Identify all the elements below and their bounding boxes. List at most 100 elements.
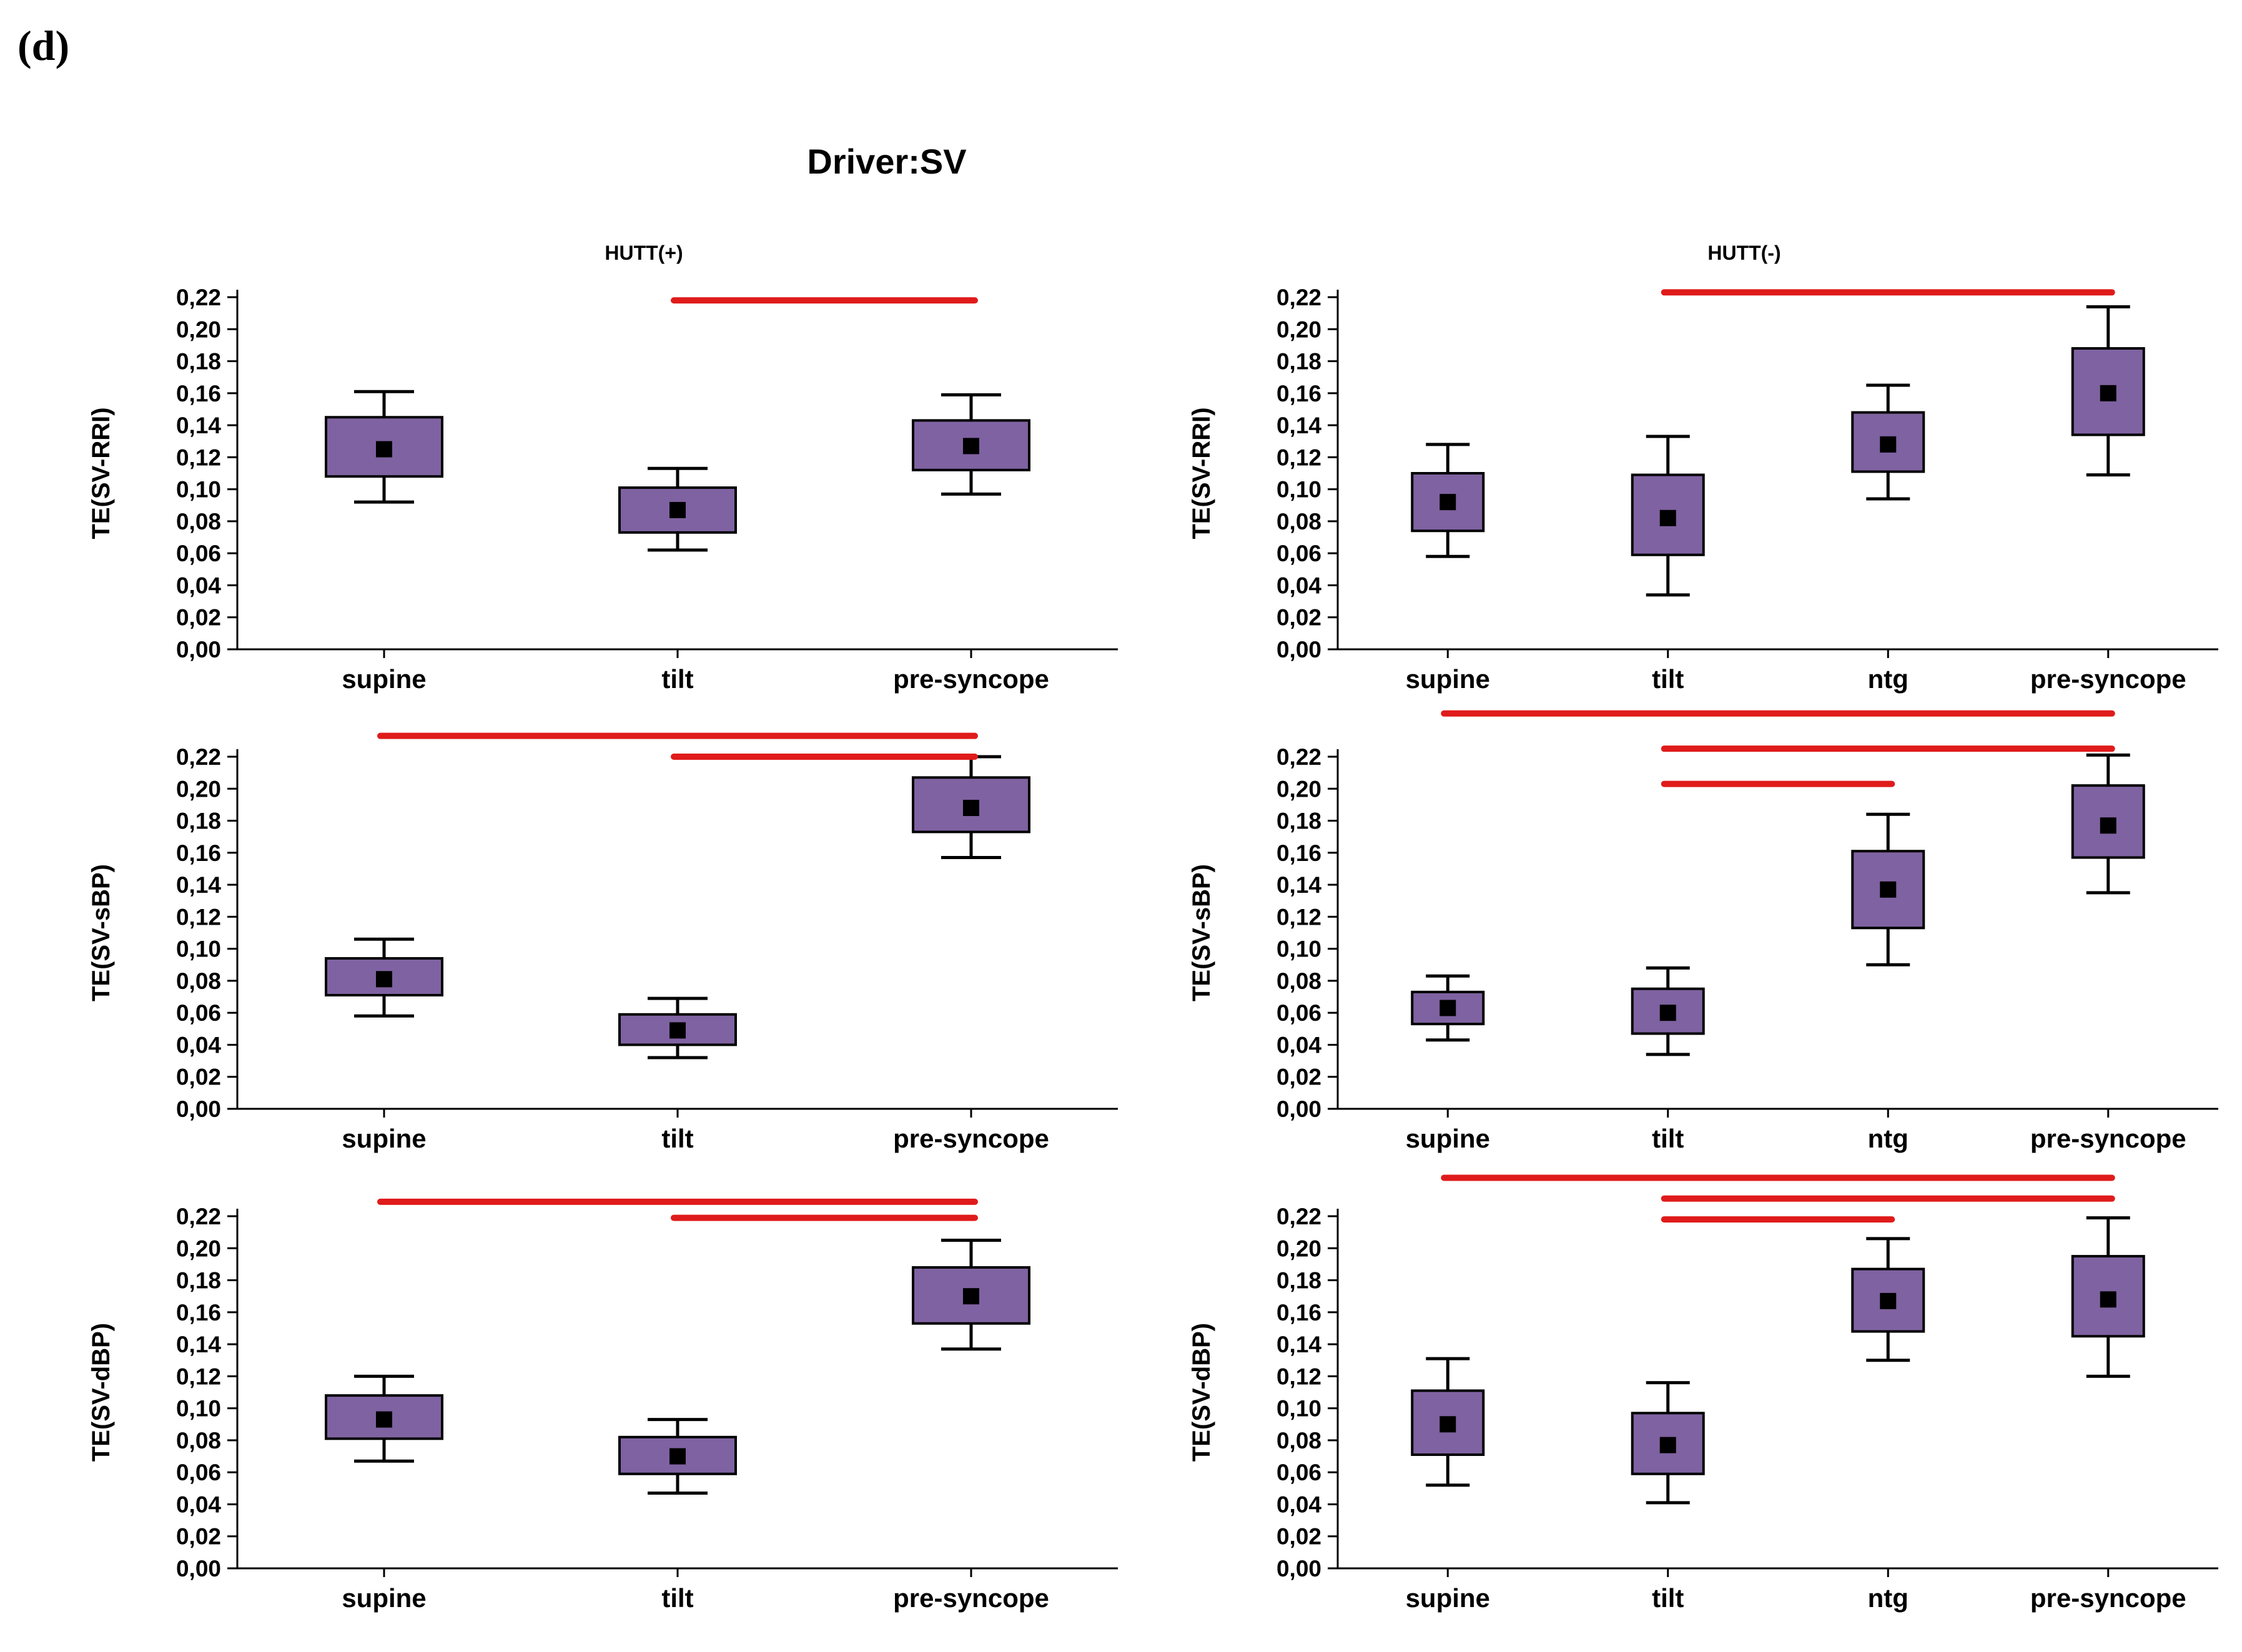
box-supine [1411, 1357, 1485, 1487]
y-tick-label: 0,12 [1277, 445, 1321, 470]
y-axis-title: TE(SV-dBP) [87, 1323, 115, 1462]
y-tick-label: 0,00 [1277, 637, 1321, 662]
y-tick-label: 0,14 [1277, 413, 1321, 438]
y-tick-label: 0,00 [176, 637, 221, 662]
box-tilt [618, 996, 737, 1060]
y-tick-label: 0,04 [176, 1032, 221, 1058]
y-tick-label: 0,12 [176, 445, 221, 470]
y-tick-label: 0,16 [176, 381, 221, 406]
chart-hutt-pos-dbp: 0,00 0,02 0,04 0,06 0,08 0,10 0,12 0,14 0,16 0,18… [87, 1198, 1118, 1613]
y-tick-label: 0,02 [1277, 1524, 1321, 1550]
y-tick-label: 0,18 [1277, 809, 1321, 834]
group-title: HUTT(+) [605, 242, 683, 264]
y-tick-label: 0,20 [176, 1236, 221, 1261]
y-tick-label: 0,22 [1277, 744, 1321, 770]
box-pre-syncope [2071, 753, 2145, 895]
box-tilt [618, 1418, 737, 1495]
y-tick-label: 0,08 [1277, 968, 1321, 994]
y-tick-label: 0,16 [176, 1300, 221, 1325]
y-tick-label: 0,06 [1277, 541, 1321, 566]
y-tick-label: 0,10 [176, 477, 221, 503]
box-supine [1411, 443, 1485, 558]
y-tick-label: 0,04 [1277, 1032, 1321, 1058]
y-tick-label: 0,08 [176, 509, 221, 534]
median-marker [1880, 436, 1897, 453]
panel-label: (d) [17, 22, 69, 69]
y-tick-label: 0,04 [176, 1492, 221, 1517]
y-tick-label: 0,10 [1277, 477, 1321, 503]
y-tick-label: 0,00 [176, 1556, 221, 1581]
iqr-box [2071, 784, 2145, 859]
x-category-label: pre-syncope [2030, 1583, 2186, 1613]
y-tick-label: 0,10 [176, 1396, 221, 1422]
y-tick-label: 0,08 [176, 1428, 221, 1453]
y-tick-label: 0,08 [176, 968, 221, 994]
y-tick-label: 0,22 [176, 285, 221, 310]
y-tick-label: 0,20 [176, 317, 221, 342]
box-pre-syncope [2071, 305, 2145, 477]
y-tick-label: 0,14 [176, 413, 221, 438]
box-supine [1411, 974, 1485, 1042]
iqr-box [2071, 347, 2145, 436]
y-tick-label: 0,02 [176, 1524, 221, 1550]
median-marker [1880, 881, 1897, 898]
y-tick-label: 0,20 [1277, 317, 1321, 342]
box-ntg [1851, 383, 1925, 501]
median-marker [1659, 1005, 1676, 1021]
y-tick-label: 0,18 [176, 1268, 221, 1294]
y-tick-label: 0,02 [1277, 1064, 1321, 1090]
x-category-label: tilt [661, 664, 693, 694]
iqr-box [1631, 987, 1705, 1035]
median-marker [2100, 817, 2116, 834]
y-tick-label: 0,20 [1277, 776, 1321, 802]
y-axis-title: TE(SV-RRI) [87, 407, 115, 539]
y-tick-label: 0,00 [1277, 1556, 1321, 1581]
y-tick-label: 0,20 [176, 776, 221, 802]
y-tick-label: 0,14 [1277, 872, 1321, 898]
x-category-label: ntg [1868, 1583, 1909, 1613]
x-category-label: supine [1406, 1124, 1490, 1153]
y-tick-label: 0,02 [1277, 605, 1321, 631]
chart-hutt-pos-rri: 0,00 0,02 0,04 0,06 0,08 0,10 0,12 0,14 0,16 0,18… [87, 242, 1118, 694]
box-pre-syncope [912, 393, 1030, 496]
charts-grid: 0,00 0,02 0,04 0,06 0,08 0,10 0,12 0,14 0,16 0,18… [87, 242, 2218, 1613]
y-tick-label: 0,16 [1277, 381, 1321, 406]
y-tick-label: 0,08 [1277, 1428, 1321, 1453]
x-category-label: pre-syncope [2030, 664, 2186, 694]
x-category-label: pre-syncope [2030, 1124, 2186, 1153]
y-tick-label: 0,16 [1277, 1300, 1321, 1325]
median-marker [1440, 1416, 1456, 1433]
chart-hutt-neg-sbp: 0,00 0,02 0,04 0,06 0,08 0,10 0,12 0,14 0,16 0,18… [1188, 710, 2218, 1153]
y-tick-label: 0,18 [1277, 1268, 1321, 1294]
x-category-label: tilt [661, 1583, 693, 1613]
median-marker [1659, 509, 1676, 526]
x-category-label: supine [1406, 1583, 1490, 1613]
median-marker [376, 971, 392, 988]
box-supine [325, 937, 443, 1018]
figure-title: Driver:SV [807, 142, 966, 181]
y-tick-label: 0,04 [1277, 1492, 1321, 1517]
y-tick-label: 0,22 [1277, 1204, 1321, 1229]
box-pre-syncope [912, 755, 1030, 860]
x-category-label: ntg [1868, 664, 1909, 694]
y-axis-title: TE(SV-sBP) [87, 864, 115, 1001]
x-category-label: supine [342, 664, 426, 694]
y-tick-label: 0,12 [1277, 904, 1321, 930]
chart-hutt-pos-sbp: 0,00 0,02 0,04 0,06 0,08 0,10 0,12 0,14 0,16 0,18… [87, 732, 1118, 1153]
median-marker [669, 1022, 686, 1039]
box-tilt [1631, 966, 1705, 1056]
y-axis-title: TE(SV-RRI) [1188, 407, 1215, 539]
box-ntg [1851, 812, 1925, 966]
x-category-label: tilt [1652, 1583, 1684, 1613]
y-tick-label: 0,06 [1277, 1000, 1321, 1026]
median-marker [669, 1448, 686, 1465]
y-tick-label: 0,22 [176, 744, 221, 770]
y-tick-label: 0,10 [176, 937, 221, 962]
box-pre-syncope [912, 1238, 1030, 1351]
x-category-label: pre-syncope [893, 1583, 1049, 1613]
x-category-label: ntg [1868, 1124, 1909, 1153]
y-tick-label: 0,18 [176, 809, 221, 834]
x-category-label: tilt [661, 1124, 693, 1153]
median-marker [376, 441, 392, 458]
